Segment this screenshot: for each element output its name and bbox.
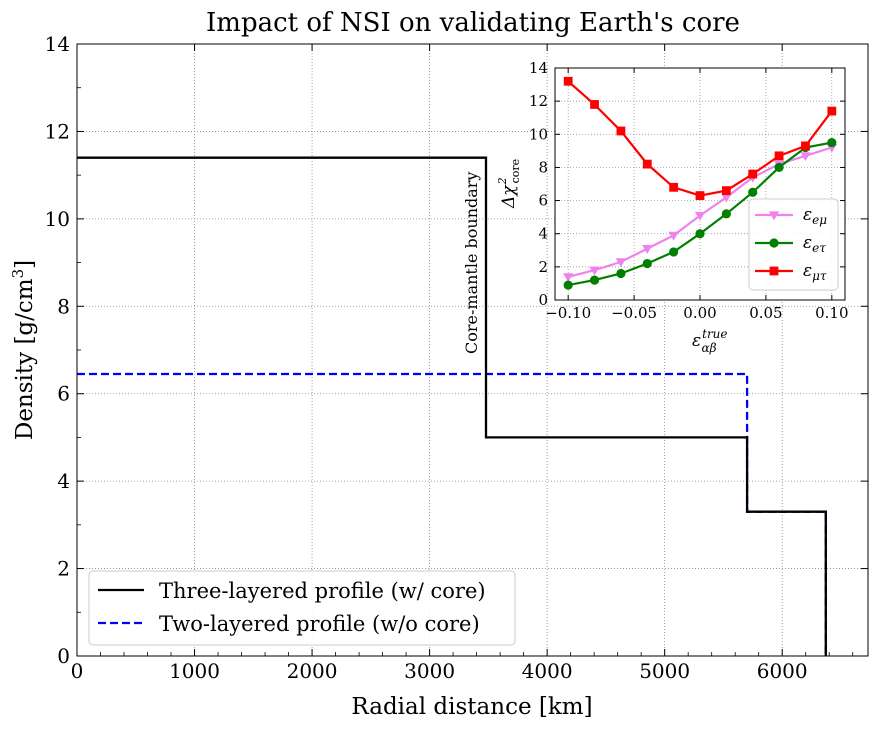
three-layered-profile-line xyxy=(77,156,827,656)
inset-y-tick-label: 12 xyxy=(529,92,548,110)
main-x-tick-label: 6000 xyxy=(757,659,808,683)
data-point-epsilon-e-tau xyxy=(827,137,837,148)
inset-x-axis-label-base: ε xyxy=(692,331,701,351)
legend-label-epsilon-mu-tau: εμτ xyxy=(803,261,827,283)
data-point-epsilon-e-mu xyxy=(615,258,627,268)
legend-label-epsilon-e-mu: εeμ xyxy=(803,205,827,227)
data-point-epsilon-e-mu xyxy=(800,152,811,162)
legend-label-base: ε xyxy=(803,233,812,253)
main-y-axis-label-superscript: 3 xyxy=(9,269,27,279)
data-point-epsilon-mu-tau xyxy=(801,141,810,151)
main-y-tick-label: 8 xyxy=(57,294,70,318)
inset-y-tick-label: 8 xyxy=(538,158,548,176)
main-chart: Impact of NSI on validating Earth's core… xyxy=(9,8,869,720)
main-title: Impact of NSI on validating Earth's core xyxy=(206,8,740,38)
inset-series xyxy=(562,76,838,290)
data-point-epsilon-e-tau xyxy=(695,229,705,239)
legend-label-three-layered: Three-layered profile (w/ core) xyxy=(159,579,486,603)
inset-y-tick-label: 10 xyxy=(529,125,548,143)
main-y-axis-label: Density [g/cm3] xyxy=(9,260,38,440)
data-point-epsilon-mu-tau xyxy=(748,169,758,179)
main-ticks: 0 1000 2000 3000 4000 5000 6000 0 2 4 6 8 10 12 14 xyxy=(45,32,868,683)
main-y-axis-label-text: Density [g/cm xyxy=(12,278,38,440)
main-y-tick-label: 0 xyxy=(57,644,70,668)
inset-y-tick-label: 4 xyxy=(538,225,548,243)
main-y-tick-label: 2 xyxy=(57,557,70,581)
data-point-epsilon-e-tau xyxy=(721,209,731,219)
inset-y-axis-label-subscript: core xyxy=(509,159,522,184)
data-point-epsilon-mu-tau xyxy=(774,151,784,161)
data-point-epsilon-e-mu xyxy=(589,266,600,276)
main-legend-box xyxy=(88,570,516,646)
inset-y-tick-label: 0 xyxy=(538,291,548,309)
main-y-tick-label: 4 xyxy=(57,469,70,493)
legend-label-subscript: μτ xyxy=(812,269,827,283)
legend-label-subscript: eτ xyxy=(812,241,826,255)
legend-marker-epsilon-e-tau xyxy=(769,238,779,248)
inset-x-tick-label: 0.00 xyxy=(683,304,716,322)
data-point-epsilon-mu-tau xyxy=(827,106,837,116)
data-point-epsilon-mu-tau xyxy=(695,191,705,200)
legend-label-epsilon-e-tau: εeτ xyxy=(803,233,826,255)
main-y-tick-label: 10 xyxy=(45,207,70,231)
main-series xyxy=(77,156,827,656)
data-point-epsilon-e-tau xyxy=(669,247,679,257)
inset-x-tick-label: 0.05 xyxy=(749,304,782,322)
inset-y-axis-label-base: Δχ xyxy=(499,184,519,209)
inset-y-tick-label: 2 xyxy=(538,258,548,276)
data-point-epsilon-mu-tau xyxy=(563,76,573,86)
data-point-epsilon-e-tau xyxy=(642,258,652,269)
data-point-epsilon-e-mu xyxy=(642,245,653,254)
legend-label-two-layered: Two-layered profile (w/o core) xyxy=(159,612,480,636)
data-point-epsilon-e-tau xyxy=(563,280,573,290)
main-x-tick-label: 2000 xyxy=(287,659,338,683)
inset-ticks: −0.10 −0.05 0.00 0.05 0.10 0 2 4 6 8 10 12 14 xyxy=(529,59,849,322)
data-point-epsilon-mu-tau xyxy=(616,126,626,136)
main-y-tick-label: 6 xyxy=(57,382,70,406)
main-x-tick-label: 0 xyxy=(71,659,84,683)
inset-x-tick-label: 0.10 xyxy=(815,304,848,322)
main-y-tick-label: 12 xyxy=(45,119,70,143)
inset-x-tick-label: −0.05 xyxy=(611,304,657,322)
main-x-tick-label: 5000 xyxy=(639,659,690,683)
main-x-tick-label: 4000 xyxy=(522,659,573,683)
main-y-axis-label-close: ] xyxy=(12,260,38,269)
main-x-tick-label: 3000 xyxy=(404,659,455,683)
legend-label-base: ε xyxy=(803,261,812,281)
inset-y-tick-label: 6 xyxy=(538,192,548,210)
inset-y-axis-label-superscript: 2 xyxy=(496,177,509,185)
data-point-epsilon-mu-tau xyxy=(669,182,679,192)
data-point-epsilon-mu-tau xyxy=(721,186,731,196)
inset-x-axis-label-superscript: true xyxy=(702,327,727,341)
legend-marker-epsilon-mu-tau xyxy=(769,266,779,276)
inset-x-axis-label-subscript: αβ xyxy=(702,341,717,355)
data-point-epsilon-e-tau xyxy=(748,187,758,197)
data-point-epsilon-e-tau xyxy=(774,162,784,173)
inset-y-tick-label: 14 xyxy=(529,59,548,77)
inset-x-axis-label: εtrue αβ xyxy=(692,327,728,355)
data-point-epsilon-mu-tau xyxy=(590,100,599,109)
data-point-epsilon-mu-tau xyxy=(642,159,652,169)
data-point-epsilon-e-mu xyxy=(694,211,706,221)
legend-label-base: ε xyxy=(803,205,812,225)
data-point-epsilon-e-tau xyxy=(616,268,626,279)
data-point-epsilon-e-mu xyxy=(668,231,679,241)
data-point-epsilon-e-tau xyxy=(589,275,600,285)
main-x-axis-label: Radial distance [km] xyxy=(351,694,592,720)
legend-marker-epsilon-e-mu xyxy=(768,211,780,221)
legend-label-subscript: eμ xyxy=(812,213,827,227)
main-x-tick-label: 1000 xyxy=(169,659,220,683)
data-point-epsilon-e-mu xyxy=(562,273,574,282)
data-point-epsilon-e-mu xyxy=(721,193,732,203)
main-legend: Three-layered profile (w/ core) Two-laye… xyxy=(88,570,516,646)
core-mantle-boundary-label: Core-mantle boundary xyxy=(462,172,481,354)
inset-y-axis-label: Δχ2core xyxy=(496,159,522,209)
main-y-tick-label: 14 xyxy=(45,32,70,56)
inset-x-tick-label: −0.10 xyxy=(545,304,591,322)
